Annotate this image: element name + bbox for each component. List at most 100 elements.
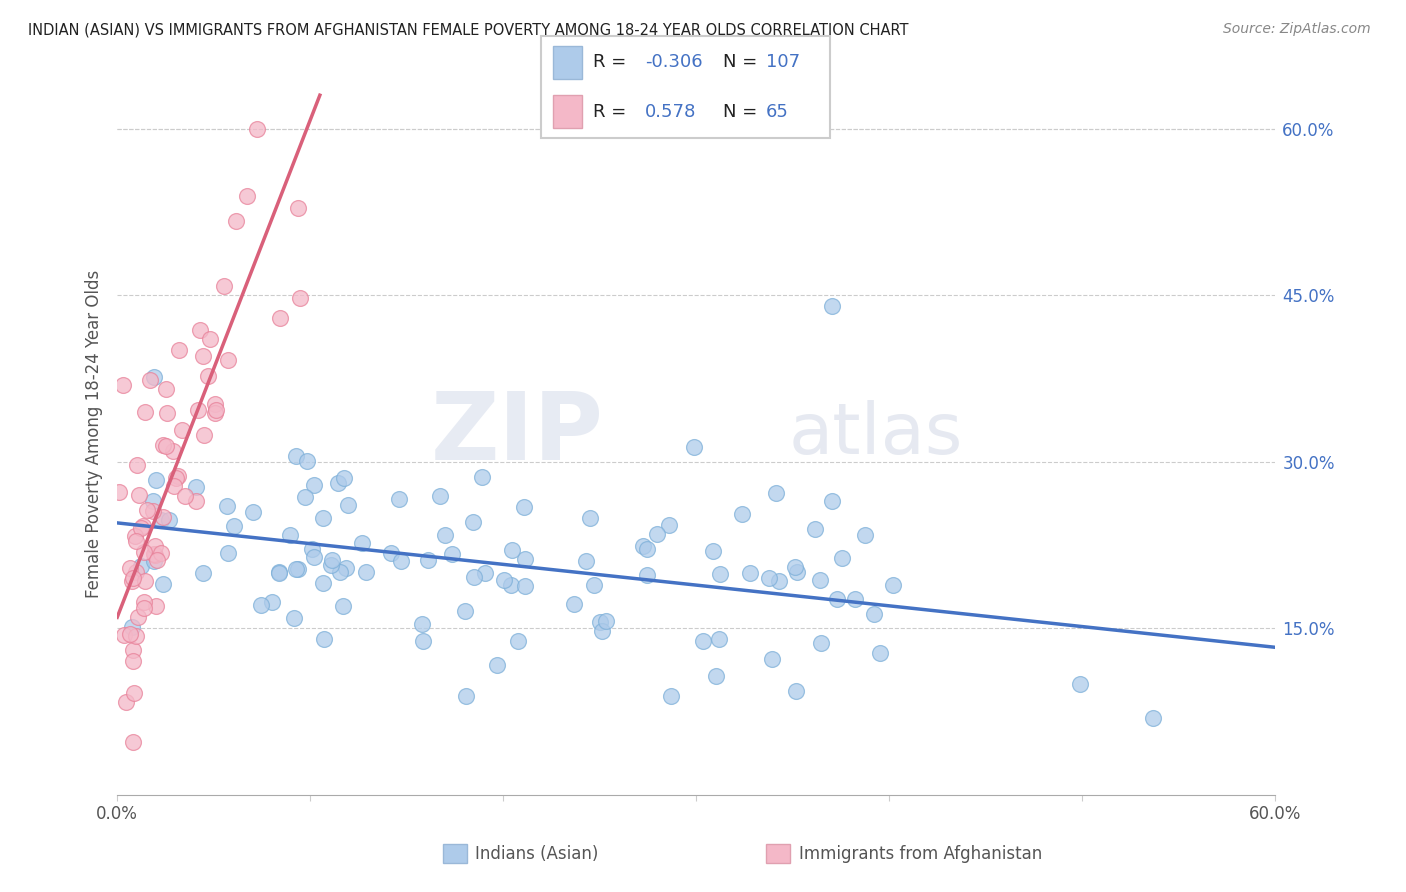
Text: atlas: atlas xyxy=(789,400,963,468)
Point xyxy=(1142,711,1164,725)
Point xyxy=(661,690,683,704)
Point xyxy=(513,500,536,514)
Point xyxy=(730,507,752,521)
Point xyxy=(167,468,190,483)
Point xyxy=(149,513,172,527)
Point xyxy=(112,378,135,392)
Point xyxy=(172,423,194,437)
Point xyxy=(134,405,156,419)
Point xyxy=(162,444,184,458)
Point xyxy=(143,554,166,568)
Point xyxy=(821,299,844,313)
Point xyxy=(312,576,335,591)
Point xyxy=(143,548,166,562)
Point xyxy=(575,554,598,568)
FancyBboxPatch shape xyxy=(553,46,582,78)
Point xyxy=(142,547,165,561)
Point xyxy=(284,561,307,575)
Point xyxy=(380,546,402,560)
Point xyxy=(283,611,305,625)
Point xyxy=(118,627,141,641)
Point xyxy=(215,500,238,514)
Point xyxy=(333,471,356,485)
Point xyxy=(146,552,169,566)
Text: 107: 107 xyxy=(766,54,800,71)
Point xyxy=(785,684,807,698)
Point xyxy=(461,515,484,529)
Point xyxy=(765,485,787,500)
Point xyxy=(132,595,155,609)
Point xyxy=(595,614,617,628)
Point xyxy=(485,658,508,673)
Point xyxy=(302,549,325,564)
Point xyxy=(312,511,335,525)
Point xyxy=(186,480,208,494)
Point xyxy=(246,121,269,136)
Point xyxy=(508,634,530,648)
Point xyxy=(636,542,658,557)
Point xyxy=(122,685,145,699)
Point xyxy=(120,561,142,575)
Point xyxy=(191,566,214,580)
Point xyxy=(108,485,131,500)
Point xyxy=(294,490,316,504)
Point xyxy=(173,489,195,503)
Point xyxy=(143,539,166,553)
Point xyxy=(127,610,149,624)
Point xyxy=(128,488,150,502)
Point xyxy=(882,578,904,592)
Point xyxy=(124,629,146,643)
Text: N =: N = xyxy=(723,103,763,120)
Point xyxy=(124,529,146,543)
Text: -0.306: -0.306 xyxy=(645,54,703,71)
Y-axis label: Female Poverty Among 18-24 Year Olds: Female Poverty Among 18-24 Year Olds xyxy=(86,270,103,599)
Point xyxy=(302,477,325,491)
Point xyxy=(260,595,283,609)
Text: 65: 65 xyxy=(766,103,789,120)
Point xyxy=(121,620,143,634)
Text: Indians (Asian): Indians (Asian) xyxy=(475,845,599,863)
Point xyxy=(287,202,309,216)
Point xyxy=(853,527,876,541)
Point xyxy=(287,561,309,575)
Point xyxy=(152,510,174,524)
Point xyxy=(155,382,177,396)
Point xyxy=(225,213,247,227)
Point xyxy=(122,571,145,585)
Text: 0.578: 0.578 xyxy=(645,103,696,120)
Point xyxy=(329,565,352,579)
Text: N =: N = xyxy=(723,54,763,71)
Point xyxy=(114,627,136,641)
Point xyxy=(582,578,605,592)
Point xyxy=(127,458,149,472)
Point xyxy=(335,561,357,575)
Point xyxy=(513,551,536,566)
Point xyxy=(242,505,264,519)
Point xyxy=(388,491,411,506)
Point xyxy=(758,571,780,585)
Text: R =: R = xyxy=(593,103,638,120)
Point xyxy=(132,600,155,615)
Point xyxy=(290,291,312,305)
Point xyxy=(217,353,239,368)
Point xyxy=(803,522,825,536)
Point xyxy=(562,597,585,611)
Point xyxy=(844,591,866,606)
Point xyxy=(115,695,138,709)
Point xyxy=(155,439,177,453)
Point xyxy=(319,558,342,572)
Point xyxy=(150,546,173,560)
Point xyxy=(152,577,174,591)
Point xyxy=(142,504,165,518)
Text: Source: ZipAtlas.com: Source: ZipAtlas.com xyxy=(1223,22,1371,37)
Point xyxy=(125,533,148,548)
Point xyxy=(187,402,209,417)
Point xyxy=(125,565,148,579)
Point xyxy=(332,599,354,613)
Point xyxy=(222,518,245,533)
Point xyxy=(501,542,523,557)
Point xyxy=(492,573,515,587)
Point xyxy=(139,373,162,387)
Point xyxy=(197,369,219,384)
Point xyxy=(433,528,456,542)
